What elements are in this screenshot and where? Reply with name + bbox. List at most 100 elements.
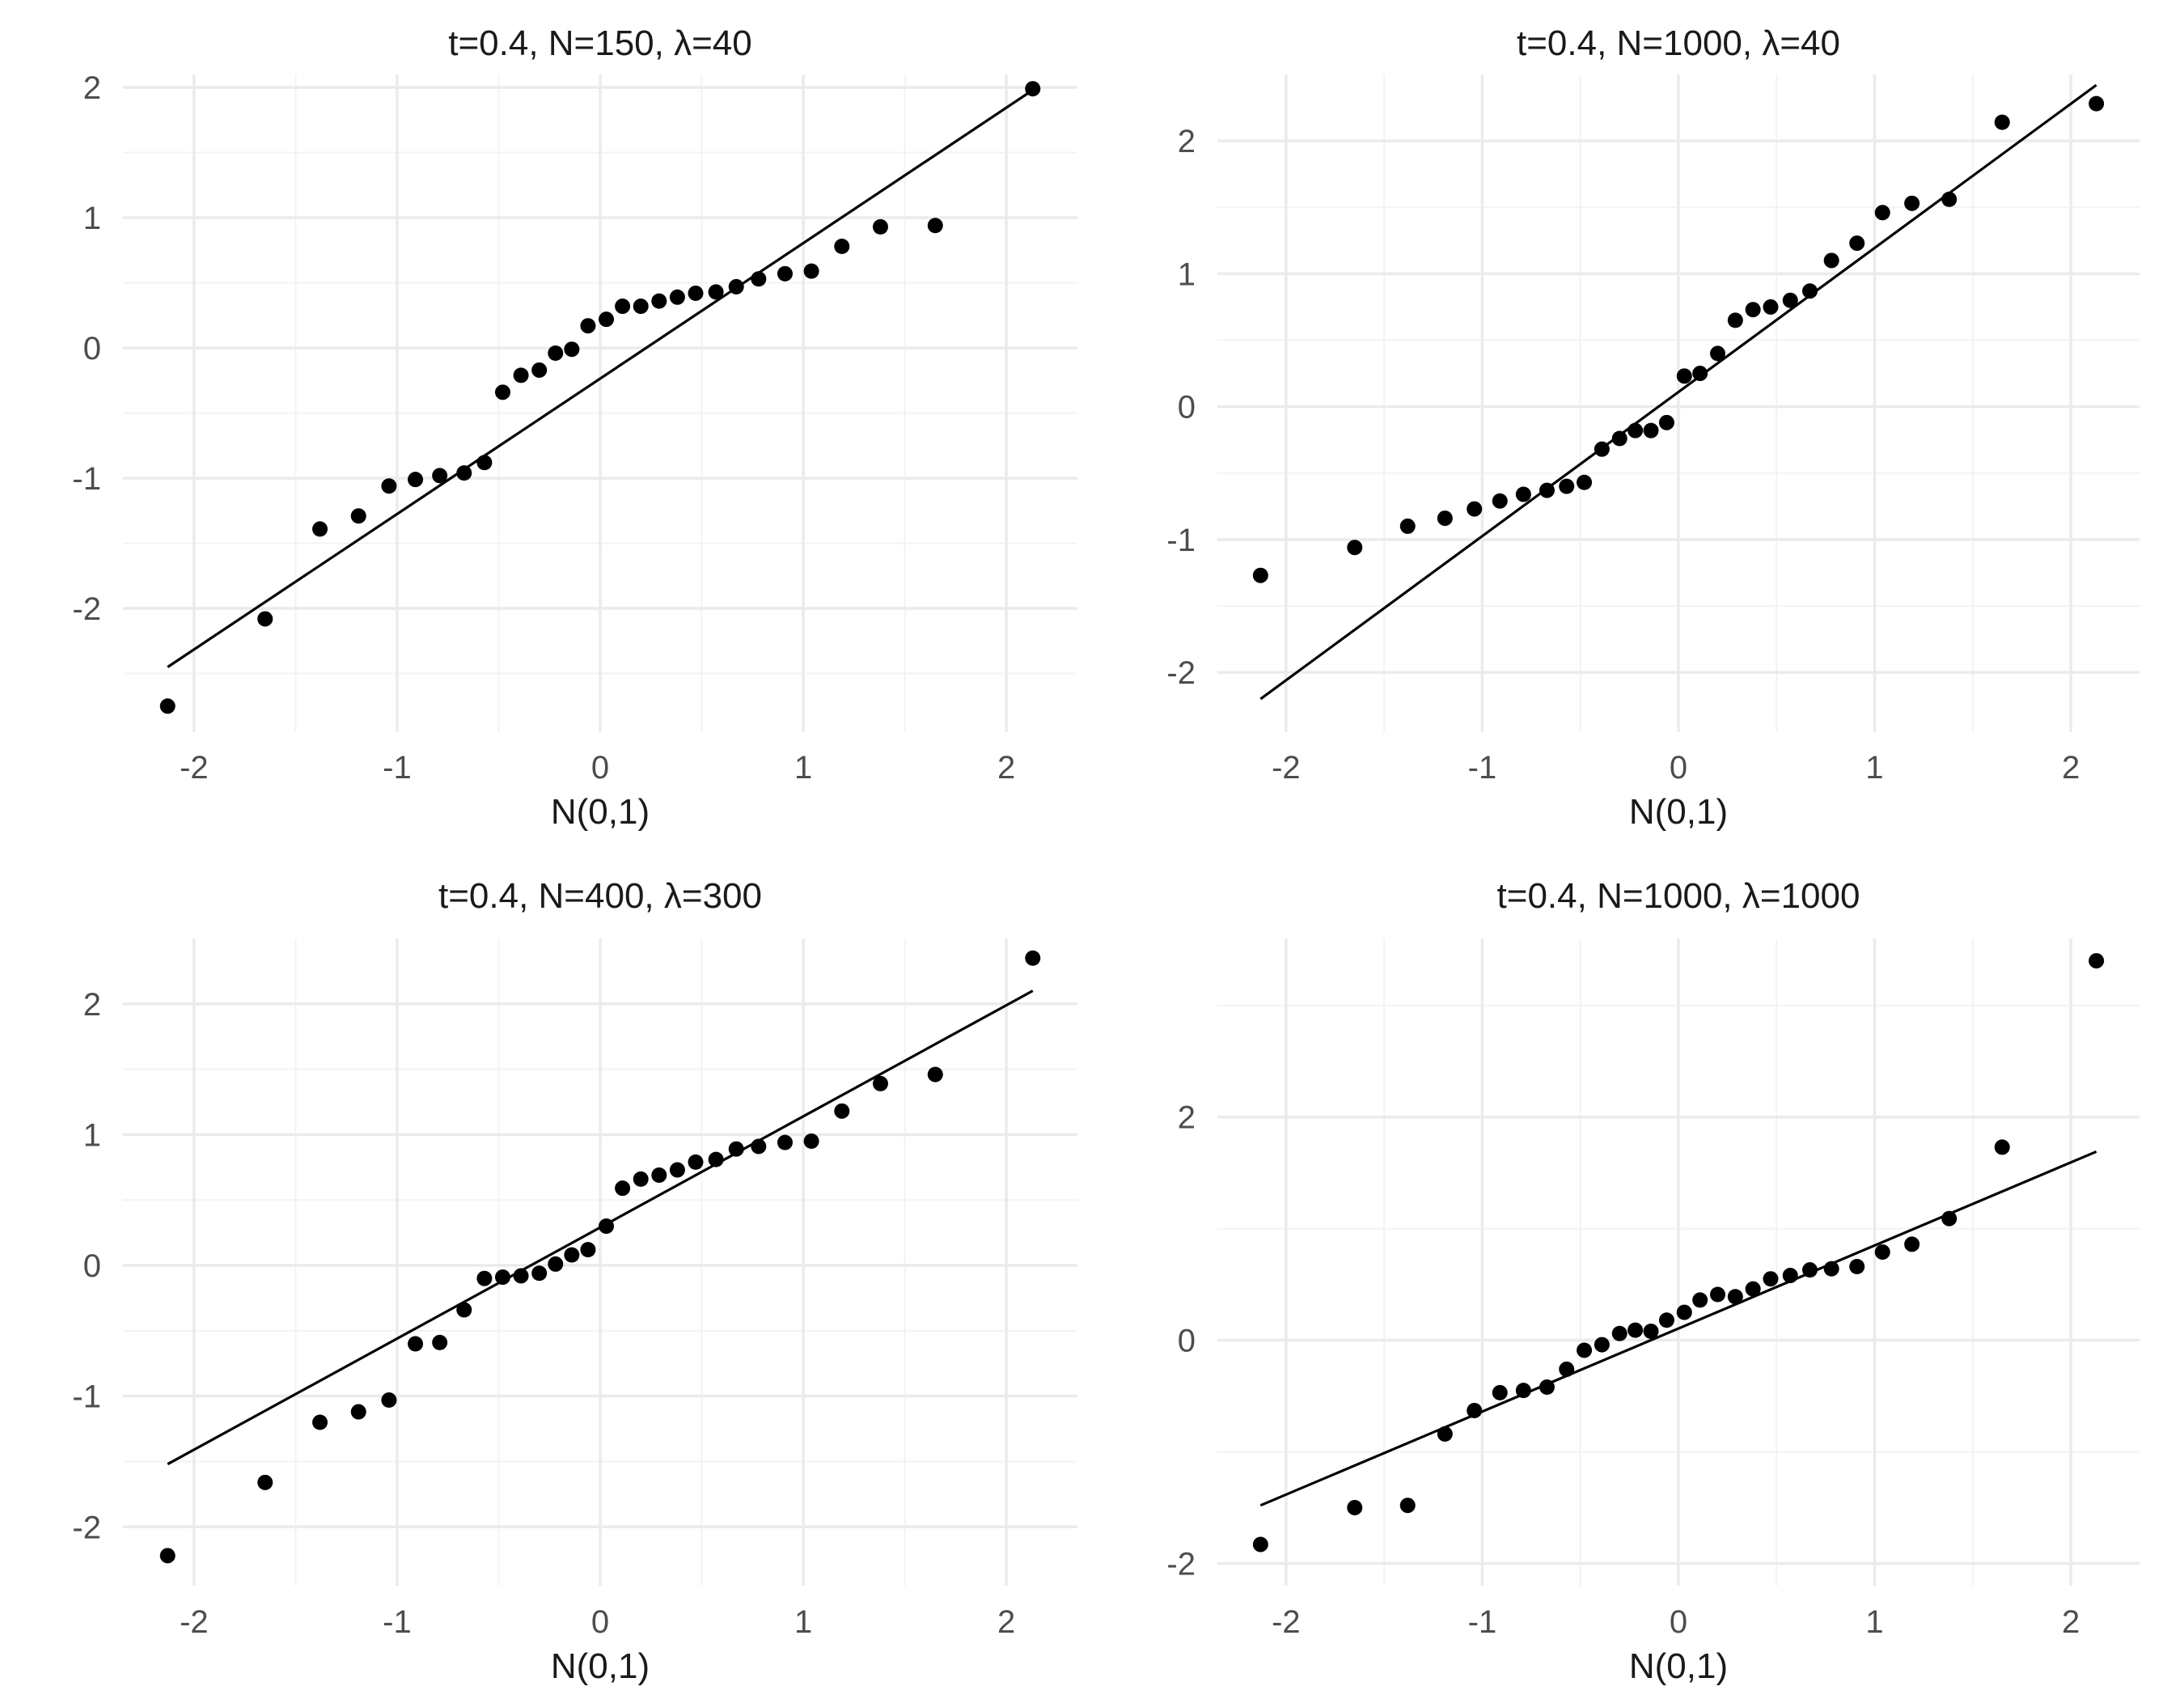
data-point (159, 1548, 176, 1564)
data-point (1727, 1289, 1743, 1305)
data-point (1515, 1383, 1531, 1399)
data-point (1559, 1361, 1575, 1377)
data-point (1437, 511, 1453, 527)
data-point (408, 472, 424, 488)
data-point (1745, 302, 1761, 318)
y-tick-label: 0 (1178, 1324, 1196, 1359)
data-point (777, 1134, 793, 1150)
data-point (633, 299, 649, 315)
data-point (1823, 1260, 1839, 1277)
data-point (599, 311, 615, 328)
x-tick-label: 0 (591, 1604, 609, 1640)
x-tick-label: -2 (1272, 750, 1301, 786)
panel-title: t=0.4, N=1000, λ=40 (1517, 23, 1840, 63)
y-tick-label: -2 (1166, 655, 1196, 691)
data-point (531, 1265, 548, 1282)
data-point (751, 271, 767, 287)
y-tick-label: 2 (1178, 124, 1196, 159)
panel-title: t=0.4, N=1000, λ=1000 (1497, 876, 1860, 916)
data-point (580, 318, 596, 334)
data-point (1710, 1286, 1726, 1303)
data-point (1252, 567, 1268, 583)
data-point (927, 218, 943, 234)
data-point (350, 1404, 366, 1420)
y-tick-label: 1 (1178, 256, 1196, 292)
data-point (615, 1180, 631, 1197)
data-point (872, 1075, 888, 1091)
data-point (1025, 81, 1041, 97)
data-point (1941, 1210, 1958, 1227)
data-point (456, 1302, 472, 1318)
x-tick-label: 1 (794, 1604, 812, 1640)
data-point (1710, 345, 1726, 362)
x-tick-label: 0 (1670, 750, 1687, 786)
data-point (1692, 366, 1708, 382)
data-point (1594, 1337, 1610, 1353)
data-point (1577, 474, 1593, 490)
data-point (1782, 292, 1798, 308)
data-point (1611, 430, 1627, 447)
x-axis-title: N(0,1) (551, 1646, 650, 1686)
data-point (432, 468, 448, 484)
y-tick-label: 2 (1178, 1100, 1196, 1136)
data-point (1802, 1262, 1818, 1278)
data-point (615, 299, 631, 315)
data-point (1904, 195, 1920, 211)
reference-line (167, 88, 1034, 668)
data-point (1676, 1304, 1692, 1320)
data-point (1941, 191, 1958, 207)
data-point (564, 1247, 580, 1263)
data-point (1658, 1312, 1674, 1328)
x-tick-label: -2 (180, 1604, 209, 1640)
data-point (381, 1392, 397, 1409)
data-point (159, 698, 176, 714)
data-point (669, 289, 685, 305)
x-tick-label: -2 (180, 750, 209, 786)
data-point (564, 341, 580, 358)
reference-line (1259, 83, 2097, 701)
data-point (1763, 299, 1779, 315)
data-point (1849, 235, 1865, 252)
x-tick-label: 1 (794, 750, 812, 786)
data-point (456, 465, 472, 481)
data-point (1515, 486, 1531, 502)
data-point (1347, 1499, 1363, 1515)
data-point (777, 265, 793, 282)
data-point (381, 478, 397, 494)
y-tick-label: -1 (72, 461, 101, 497)
x-axis-title: N(0,1) (551, 792, 650, 832)
x-axis-title: N(0,1) (1629, 792, 1728, 832)
data-point (1823, 252, 1839, 269)
data-point (1467, 501, 1483, 517)
data-point (1676, 368, 1692, 384)
data-point (1874, 1244, 1890, 1260)
data-point (1802, 283, 1818, 299)
data-point (669, 1162, 685, 1178)
data-point (1658, 414, 1674, 430)
data-point (1874, 205, 1890, 221)
data-point (1763, 1271, 1779, 1287)
y-tick-label: 0 (83, 331, 101, 366)
data-point (513, 1268, 529, 1284)
data-point (1437, 1426, 1453, 1442)
x-tick-label: -1 (383, 750, 412, 786)
data-point (1492, 1384, 1508, 1400)
data-point (1849, 1259, 1865, 1275)
y-tick-label: -2 (72, 1510, 101, 1545)
data-point (257, 1474, 273, 1490)
data-point (312, 521, 328, 537)
data-point (728, 278, 744, 294)
data-point (1627, 1322, 1644, 1338)
qq-panel-2: -2 -1 0 1 2 -2 -1 0 1 2 t=0.4, N=1000, λ=40 N(0,1) (1166, 23, 2140, 832)
panel-title: t=0.4, N=400, λ=300 (438, 876, 762, 916)
data-point (633, 1171, 649, 1187)
data-point (1252, 1536, 1268, 1553)
data-point (927, 1066, 943, 1083)
data-point (1727, 312, 1743, 328)
y-tick-label: 0 (83, 1248, 101, 1284)
data-point (1904, 1236, 1920, 1252)
data-point (708, 1151, 724, 1167)
y-tick-label: 1 (83, 201, 101, 236)
x-tick-label: 2 (997, 1604, 1015, 1640)
